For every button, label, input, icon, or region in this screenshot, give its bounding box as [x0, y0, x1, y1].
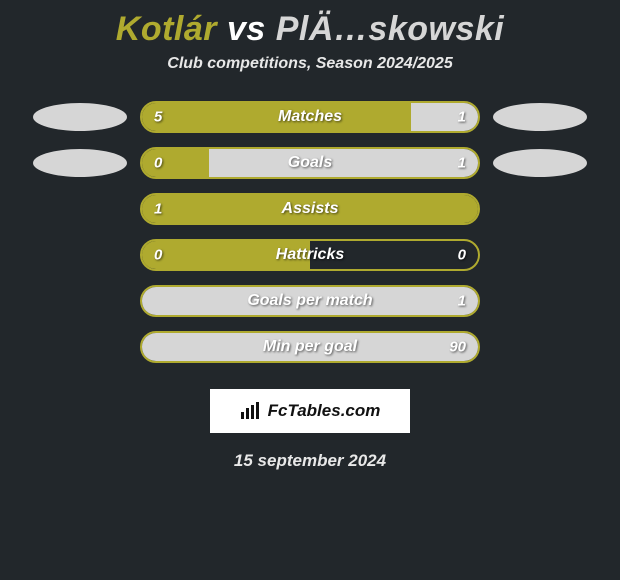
stat-label: Hattricks — [276, 246, 344, 264]
title: Kotlár vs PlÄ…skowski — [0, 10, 620, 49]
player1-avatar — [30, 101, 130, 133]
stat-value-player2: 1 — [458, 155, 466, 172]
stat-value-player1: 5 — [154, 109, 162, 126]
stat-value-player1: 1 — [154, 201, 162, 218]
stat-row: Goals per match 1 — [0, 285, 620, 317]
stat-value-player2: 1 — [458, 293, 466, 310]
spacer — [30, 193, 130, 225]
stat-bar: Min per goal 90 — [140, 331, 480, 363]
stat-row: Assists 1 — [0, 193, 620, 225]
avatar-ellipse — [493, 103, 587, 131]
spacer — [30, 331, 130, 363]
spacer — [30, 285, 130, 317]
player2-avatar — [490, 147, 590, 179]
chart-icon — [240, 402, 262, 420]
stat-value-player2: 90 — [449, 339, 466, 356]
source-text: FcTables.com — [268, 401, 381, 421]
player2-name: PlÄ…skowski — [276, 10, 504, 48]
stat-bar: Hattricks 0 0 — [140, 239, 480, 271]
stat-label: Goals — [288, 154, 332, 172]
bar-fill-player2 — [209, 149, 478, 177]
spacer — [30, 239, 130, 271]
subtitle: Club competitions, Season 2024/2025 — [0, 55, 620, 73]
stat-value-player1: 0 — [154, 247, 162, 264]
source-badge: FcTables.com — [210, 389, 410, 433]
stat-value-player1: 0 — [154, 155, 162, 172]
stat-label: Assists — [282, 200, 339, 218]
avatar-ellipse — [33, 149, 127, 177]
stat-row: Min per goal 90 — [0, 331, 620, 363]
bar-fill-player1 — [142, 103, 411, 131]
spacer — [490, 331, 590, 363]
spacer — [490, 193, 590, 225]
player1-avatar — [30, 147, 130, 179]
stat-bar: Goals per match 1 — [140, 285, 480, 317]
date-text: 15 september 2024 — [0, 451, 620, 471]
stat-value-player2: 1 — [458, 109, 466, 126]
avatar-ellipse — [493, 149, 587, 177]
bar-fill-player2 — [411, 103, 478, 131]
stat-label: Matches — [278, 108, 342, 126]
bar-fill-player1 — [142, 149, 209, 177]
stat-bar: Matches 5 1 — [140, 101, 480, 133]
stat-bar: Goals 0 1 — [140, 147, 480, 179]
player1-name: Kotlár — [116, 10, 217, 48]
avatar-ellipse — [33, 103, 127, 131]
stat-row: Goals 0 1 — [0, 147, 620, 179]
player2-avatar — [490, 101, 590, 133]
stat-value-player2: 0 — [458, 247, 466, 264]
stat-label: Min per goal — [263, 338, 357, 356]
stat-row: Hattricks 0 0 — [0, 239, 620, 271]
stat-label: Goals per match — [247, 292, 372, 310]
bars-container: Matches51Goals01Assists1Hattricks00Goals… — [0, 101, 620, 363]
stat-bar: Assists 1 — [140, 193, 480, 225]
vs-text: vs — [227, 10, 266, 48]
spacer — [490, 285, 590, 317]
spacer — [490, 239, 590, 271]
stat-row: Matches 5 1 — [0, 101, 620, 133]
infographic-root: Kotlár vs PlÄ…skowski Club competitions,… — [0, 0, 620, 471]
